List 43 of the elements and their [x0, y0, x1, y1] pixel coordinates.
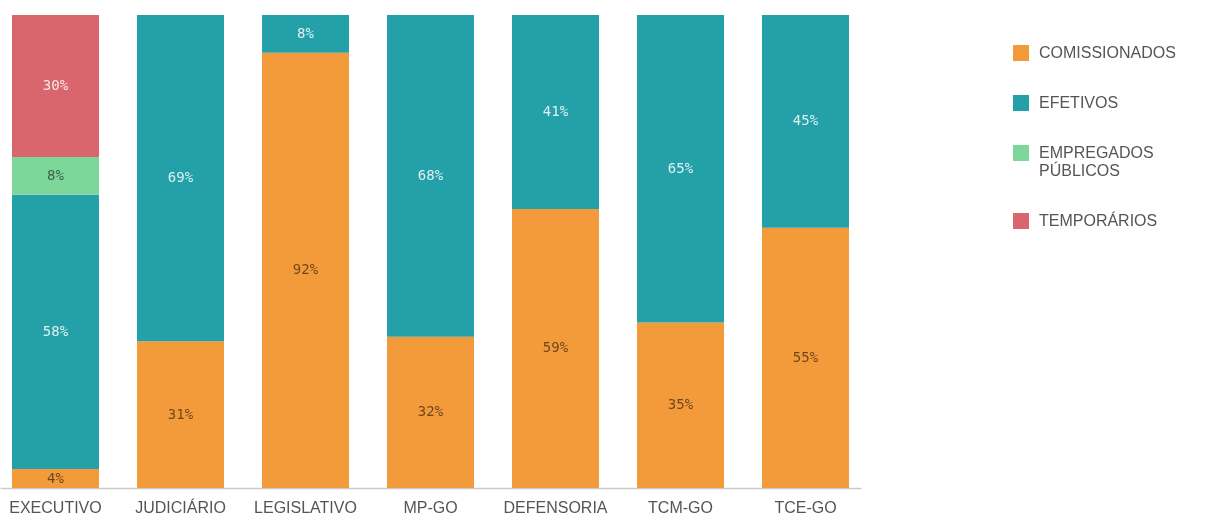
x-tick-label: TCM-GO — [648, 498, 713, 516]
data-label: 59% — [542, 339, 569, 356]
x-tick-label: MP-GO — [403, 498, 458, 516]
data-label: 31% — [167, 405, 194, 422]
bar — [12, 15, 99, 157]
bar — [637, 15, 724, 323]
data-label: 68% — [417, 166, 444, 183]
x-tick-label: JUDICIÁRIO — [135, 497, 226, 516]
bar — [637, 322, 724, 488]
data-label: 4% — [47, 469, 65, 486]
bar — [512, 15, 599, 209]
bar — [762, 227, 849, 488]
legend-label: COMISSIONADOS — [1039, 44, 1176, 61]
bar — [137, 15, 224, 342]
bar — [512, 208, 599, 488]
data-label: 8% — [47, 166, 65, 183]
data-label: 69% — [167, 169, 194, 186]
bar — [387, 15, 474, 337]
bar — [12, 194, 99, 470]
x-tick-label: LEGISLATIVO — [254, 498, 357, 516]
bar — [762, 15, 849, 228]
legend-label: EMPREGADOS PÚBLICOS — [1039, 144, 1154, 179]
data-label: 30% — [42, 76, 69, 93]
legend-label: EFETIVOS — [1039, 94, 1119, 111]
data-label: 45% — [792, 112, 819, 129]
x-tick-label: EXECUTIVO — [9, 498, 102, 516]
x-tick-label: TCE-GO — [774, 498, 837, 516]
data-label: 92% — [292, 261, 319, 278]
data-label: 41% — [542, 102, 569, 119]
bar — [262, 52, 349, 488]
data-label: 65% — [667, 159, 694, 176]
bar — [137, 341, 224, 488]
bar — [12, 469, 99, 488]
data-label: 32% — [417, 403, 444, 420]
data-label: 8% — [297, 24, 315, 41]
data-label: 58% — [42, 322, 69, 339]
bar — [262, 15, 349, 53]
data-label: 55% — [792, 348, 819, 365]
bar — [12, 156, 99, 195]
bar — [387, 336, 474, 488]
x-tick-label: DEFENSORIA — [503, 498, 608, 516]
legend-label: TEMPORÁRIOS — [1039, 211, 1158, 229]
data-label: 35% — [667, 396, 694, 413]
